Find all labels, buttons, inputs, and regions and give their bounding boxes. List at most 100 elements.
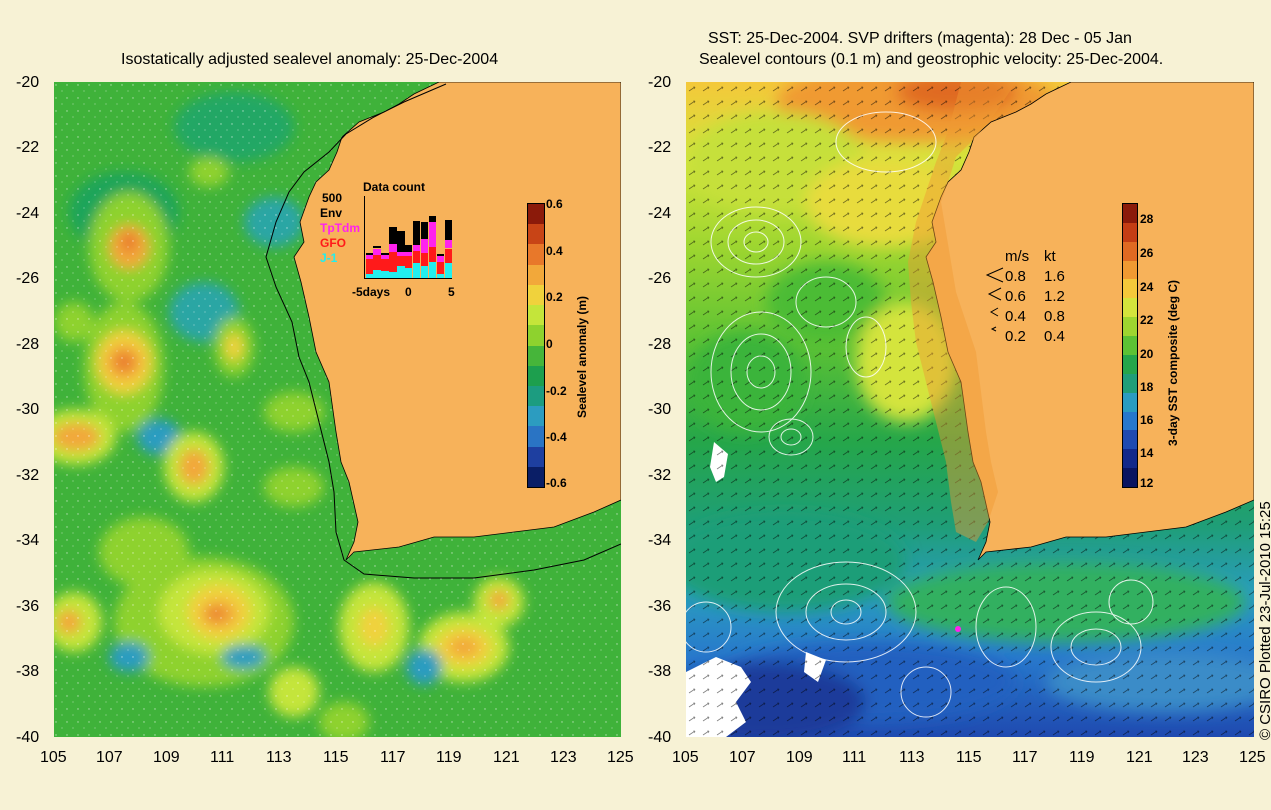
lat-tick: -28	[648, 336, 672, 353]
data-count-bar-j1	[397, 265, 405, 278]
colorbar-segment	[1123, 241, 1137, 262]
data-count-bar-j1	[428, 261, 437, 278]
colorbar-segment	[528, 244, 544, 266]
colorbar-segment	[528, 426, 544, 448]
data-count-bar-j1	[420, 265, 429, 278]
data-count-bar-gfo	[397, 255, 405, 266]
data-count-bar-env	[405, 245, 413, 252]
lat-tick: -26	[648, 270, 672, 287]
legend-env: Env	[320, 206, 343, 220]
legend-j1: J-1	[320, 251, 338, 265]
velocity-kt: 0.8	[1044, 308, 1065, 325]
data-count-bar-env	[389, 227, 397, 244]
colorbar-tick: -0.4	[546, 430, 567, 444]
data-count-bar-env	[381, 253, 389, 256]
data-count-bar-j1	[365, 273, 373, 278]
sst-field	[686, 82, 1254, 737]
lat-tick: -36	[648, 598, 672, 615]
data-count-xtick: 5	[448, 285, 455, 299]
colorbar-segment	[1123, 317, 1137, 337]
lon-tick: 109	[153, 749, 180, 766]
colorbar-tick: 0.6	[546, 197, 563, 211]
data-count-bar-j1	[405, 268, 413, 278]
data-count-bar-tp	[405, 251, 413, 256]
velocity-ms: 0.8	[1005, 268, 1026, 285]
sealevel-colorbar	[527, 203, 545, 488]
colorbar-segment	[1123, 449, 1137, 469]
lat-tick: -32	[16, 467, 40, 484]
data-count-bar-gfo	[365, 259, 373, 274]
lon-tick: 125	[607, 749, 634, 766]
lat-tick: -38	[648, 663, 672, 680]
lon-tick: 111	[842, 749, 867, 766]
velocity-arrows	[985, 267, 1004, 332]
legend-gfo: GFO	[320, 236, 346, 250]
lon-tick: 115	[956, 749, 982, 766]
colorbar-tick: 0	[546, 337, 553, 351]
data-count-bar-tp	[381, 255, 389, 260]
data-count-bar-tp	[373, 248, 381, 256]
colorbar-tick: 22	[1140, 313, 1154, 327]
lat-tick: -26	[16, 270, 40, 287]
velocity-legend: m/s kt 0.8 1.6 0.6 1.2 0.4 0.8 0.2 0.4	[985, 248, 1075, 348]
data-count-bar-gfo	[428, 246, 437, 262]
lat-tick: -38	[16, 663, 40, 680]
data-count-bar-j1	[389, 272, 397, 278]
colorbar-tick: 12	[1140, 476, 1154, 490]
colorbar-segment	[528, 224, 544, 245]
data-count-bar-gfo	[444, 248, 452, 264]
lat-tick: -24	[16, 205, 40, 222]
sealevel-contours	[686, 111, 1154, 718]
data-count-bar-env	[444, 219, 452, 241]
colorbar-segment	[528, 284, 544, 306]
colorbar-tick: 16	[1140, 413, 1154, 427]
lon-tick: 111	[210, 749, 235, 766]
right-map-title-line2: Sealevel contours (0.1 m) and geostrophi…	[699, 51, 1164, 68]
data-count-bar-env	[420, 222, 429, 239]
lat-tick: -34	[648, 532, 672, 549]
lon-tick: 113	[899, 749, 925, 766]
colorbar-segment	[528, 204, 544, 225]
lon-tick: 107	[729, 749, 756, 766]
colorbar-segment	[528, 264, 544, 286]
data-count-bar-gfo	[420, 253, 429, 266]
data-count-bar-tp	[389, 243, 397, 252]
colorbar-segment	[528, 406, 544, 427]
data-count-bar-j1	[381, 271, 389, 278]
colorbar-segment	[528, 345, 544, 367]
lon-tick: 121	[493, 749, 520, 766]
velocity-ms: 0.6	[1005, 288, 1026, 305]
lat-tick: -40	[16, 729, 40, 746]
data-count-bar-tp	[436, 255, 445, 262]
data-count-bar-gfo	[389, 251, 397, 273]
lat-tick: -32	[648, 467, 672, 484]
colorbar-segment	[1123, 392, 1137, 413]
lat-tick: -40	[648, 729, 672, 746]
right-map-title-line1: SST: 25-Dec-2004. SVP drifters (magenta)…	[708, 30, 1132, 47]
data-count-bar-env	[365, 252, 373, 256]
colorbar-tick: 20	[1140, 347, 1154, 361]
data-count-bar-env	[373, 246, 381, 249]
data-count-bar-gfo	[381, 259, 389, 272]
credit-text: © CSIRO Plotted 23-Jul-2010 15:25	[1257, 501, 1271, 740]
lon-tick: 119	[1069, 749, 1095, 766]
data-count-bar-env	[436, 254, 445, 256]
colorbar-segment	[1123, 222, 1137, 243]
land-australia	[925, 82, 1254, 561]
lon-tick: 113	[266, 749, 292, 766]
lat-tick: -30	[648, 401, 672, 418]
colorbar-tick: 26	[1140, 246, 1154, 260]
svp-drifter	[955, 626, 961, 632]
colorbar-tick: 0.4	[546, 244, 563, 258]
data-count-bar-gfo	[373, 255, 381, 270]
lon-tick: 107	[96, 749, 123, 766]
left-map-title: Isostatically adjusted sealevel anomaly:…	[121, 51, 499, 68]
lon-tick: 117	[1012, 749, 1038, 766]
colorbar-segment	[1123, 430, 1137, 450]
data-count-bar-tp	[444, 240, 452, 249]
sst-map	[686, 82, 1254, 737]
velocity-unit-ms: m/s	[1005, 248, 1030, 265]
data-count-bar-j1	[444, 263, 452, 278]
lon-tick: 125	[1239, 749, 1266, 766]
data-count-bar-tp	[428, 222, 437, 247]
